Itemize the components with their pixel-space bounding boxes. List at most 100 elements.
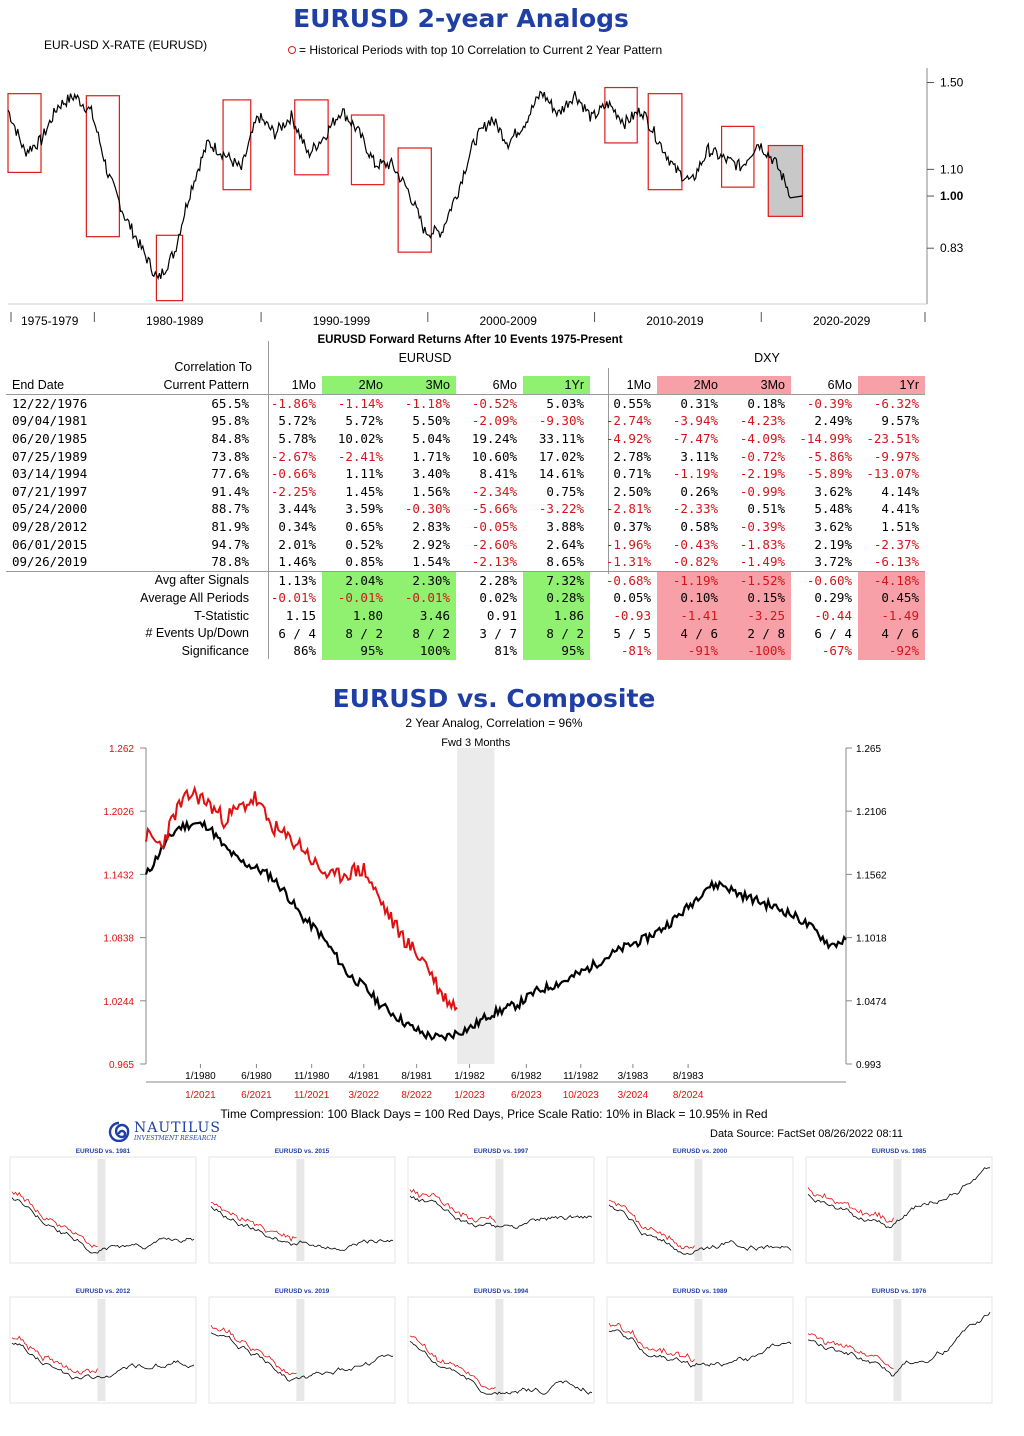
- return-cell: -0.30%: [404, 501, 450, 517]
- summary-cell: -3.25: [724, 606, 791, 625]
- thumbnail-chart: [208, 1296, 396, 1404]
- red-series-line: [145, 784, 458, 1012]
- x-tick-label-red: 8/2022: [401, 1090, 432, 1100]
- return-cell: -2.13%: [471, 554, 517, 570]
- summary-cell: -0.01%: [389, 589, 456, 607]
- summary-cell: -1.49: [858, 606, 925, 625]
- return-cell: 4.14%: [881, 483, 919, 499]
- summary-row: Avg after Signals 1.13% 2.04% 2.30% 2.28% 7.3…: [6, 571, 925, 590]
- thumbnail-red-line: [807, 1333, 894, 1369]
- return-cell: -0.39%: [806, 395, 852, 411]
- x-ticks: 1/1980 1/2021 6/1980 6/2021 11/1980 11/2021 4/…: [185, 1064, 704, 1100]
- top-chart-title: EURUSD 2-year Analogs: [293, 4, 629, 33]
- thumbnail-red-line: [807, 1187, 894, 1223]
- end-date-cell: 07/21/1997: [12, 483, 88, 499]
- x-tick-label-red: 11/2021: [294, 1090, 330, 1100]
- return-cell: -13.07%: [866, 466, 919, 482]
- left-ticks: 1.262 1.2026 1.1432 1.0838 1.0244 0.965: [103, 744, 146, 1071]
- return-cell: -1.19%: [672, 466, 718, 482]
- summary-cell: 2 / 8: [724, 624, 791, 642]
- return-cell: -2.34%: [471, 483, 517, 499]
- summary-row: T-Statistic 1.15 1.80 3.46 0.91 1.86 -0.93 -1.4…: [6, 606, 925, 625]
- thumbnail-fwd-window: [97, 1299, 106, 1401]
- summary-cell: 0.29%: [814, 590, 852, 606]
- summary-cell: -1.19%: [657, 571, 724, 590]
- summary-cell: -0.60%: [806, 572, 852, 588]
- analog-period-box: [720, 125, 755, 188]
- return-cell: -14.99%: [799, 431, 852, 447]
- group-dxy: DXY: [754, 351, 780, 365]
- thumbnail-fwd-window: [296, 1299, 305, 1401]
- analog-period-box: [222, 99, 252, 191]
- thumbnail-black-line: [210, 1206, 394, 1252]
- analog-thumbnail: EURUSD vs. 2019: [207, 1288, 397, 1420]
- return-cell: -4.23%: [739, 413, 785, 429]
- return-cell: -1.49%: [739, 554, 785, 570]
- table-row: 06/01/2015 94.7% 2.01% 0.52% 2.92% -2.60% 2.64…: [6, 535, 925, 553]
- thumbnail-chart: [606, 1296, 794, 1404]
- return-cell: 3.40%: [412, 466, 450, 482]
- return-cell: 3.59%: [345, 501, 383, 517]
- return-cell: -1.83%: [739, 536, 785, 552]
- analog-period-box: [7, 93, 42, 174]
- x-tick-label-red: 6/2023: [511, 1090, 542, 1100]
- return-cell: 10.60%: [471, 448, 517, 464]
- left-tick-label: 1.262: [109, 744, 134, 755]
- thumbnail-red-line: [608, 1322, 695, 1362]
- summary-cell: 81%: [494, 643, 517, 659]
- return-cell: -2.67%: [270, 448, 316, 464]
- summary-label: Avg after Signals: [154, 573, 249, 588]
- return-cell: 0.65%: [345, 519, 383, 535]
- thumbnail-title: EURUSD vs. 2000: [672, 1148, 728, 1155]
- return-cell: -2.81%: [605, 501, 651, 517]
- summary-cell: 95%: [523, 641, 590, 660]
- thumbnail-fwd-window: [495, 1159, 504, 1261]
- summary-cell: 5 / 5: [613, 625, 651, 641]
- return-cell: 1.46%: [278, 554, 316, 570]
- x-tick-label-black: 3/1983: [618, 1071, 649, 1082]
- return-cell: 2.92%: [412, 536, 450, 552]
- analog-thumbnail: EURUSD vs. 1994: [406, 1288, 596, 1420]
- x-tick-label-red: 6/2021: [241, 1090, 272, 1100]
- summary-cell: -0.44: [814, 608, 852, 624]
- corr-header-2: Current Pattern: [163, 377, 249, 392]
- return-cell: -9.97%: [873, 448, 919, 464]
- thumbnail-fwd-window: [694, 1159, 703, 1261]
- x-tick-label-red: 1/2023: [454, 1090, 485, 1100]
- period-header: 1Yr: [523, 376, 590, 395]
- return-cell: 0.71%: [613, 466, 651, 482]
- x-tick-label-red: 3/2022: [348, 1090, 379, 1100]
- summary-cell: 4 / 6: [657, 624, 724, 642]
- end-date-cell: 09/04/1981: [12, 413, 88, 429]
- return-cell: 1.54%: [412, 554, 450, 570]
- return-cell: 2.64%: [546, 536, 584, 552]
- correlation-cell: 73.8%: [211, 448, 249, 464]
- return-cell: -6.32%: [873, 395, 919, 411]
- summary-cell: 0.45%: [858, 589, 925, 607]
- thumbnail-black-line: [409, 1341, 593, 1395]
- right-tick-label: 0.993: [856, 1060, 881, 1071]
- return-cell: -3.94%: [672, 413, 718, 429]
- thumbnail-red-line: [210, 1324, 297, 1376]
- end-date-cell: 06/20/1985: [12, 431, 88, 447]
- return-cell: 5.03%: [546, 395, 584, 411]
- table-row: 09/28/2012 81.9% 0.34% 0.65% 2.83% -0.05% 3.88…: [6, 518, 925, 536]
- thumbnail-red-line: [608, 1199, 695, 1250]
- return-cell: 0.75%: [546, 483, 584, 499]
- table-row: 07/21/1997 91.4% -2.25% 1.45% 1.56% -2.34% 0.7…: [6, 483, 925, 501]
- summary-cell: 3 / 7: [479, 625, 517, 641]
- thumbnail-chart: [606, 1156, 794, 1264]
- x-tick-label: 1980-1989: [146, 314, 204, 328]
- analog-thumbnail: EURUSD vs. 1981: [8, 1148, 198, 1280]
- legend: = Historical Periods with top 10 Correla…: [288, 43, 662, 57]
- table-title: EURUSD Forward Returns After 10 Events 1…: [317, 334, 623, 346]
- return-cell: -0.82%: [672, 554, 718, 570]
- correlation-cell: 78.8%: [211, 554, 249, 570]
- summary-cell: 8 / 2: [389, 624, 456, 642]
- thumbnail-black-line: [409, 1195, 593, 1229]
- top-x-ticks: 1975-1979 1980-1989 1990-1999 2000-2009 2010…: [10, 312, 926, 328]
- thumbnail-red-line: [11, 1335, 98, 1375]
- right-tick-label: 1.2106: [856, 807, 887, 818]
- return-cell: -3.22%: [538, 501, 584, 517]
- summary-cell: 0.91: [486, 608, 517, 624]
